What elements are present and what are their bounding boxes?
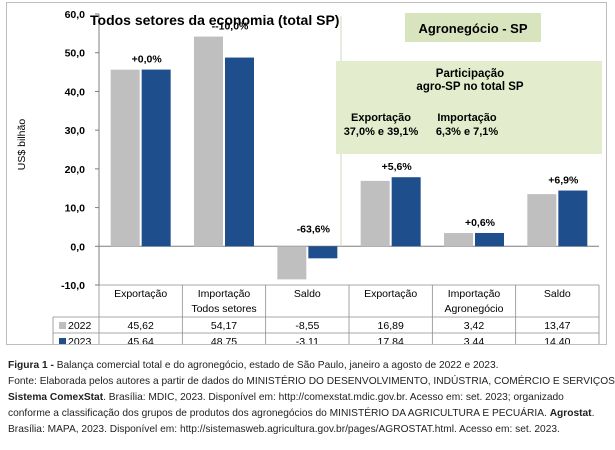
legend-label: 2022 [68, 320, 92, 332]
table-value: 3,44 [464, 336, 485, 344]
participation-box [336, 61, 602, 154]
participation-import-values: 6,3% e 7,1% [436, 126, 499, 138]
table-value: 45,62 [128, 320, 154, 332]
source-comexstat-detail: . Brasília: MDIC, 2023. Disponível em: h… [103, 392, 564, 403]
bar-2022 [277, 246, 307, 280]
category-label: Saldo [544, 288, 571, 300]
bar-2023 [225, 57, 254, 247]
y-tick-label: 60,0 [65, 9, 86, 21]
table-value: -8,55 [295, 320, 319, 332]
chart-title: Todos setores da economia (total SP) [90, 12, 339, 28]
source-agrostat-dot: . [591, 408, 595, 419]
bar-2022 [444, 233, 473, 247]
table-value: 45,64 [128, 336, 154, 344]
y-tick-label: 30,0 [65, 125, 86, 137]
bar-2023 [141, 69, 171, 247]
group-label: Agronegócio [445, 303, 504, 315]
figure-caption: Figura 1 - Balança comercial total e do … [8, 358, 615, 438]
category-label: Saldo [294, 288, 321, 300]
category-label: Importação [198, 288, 251, 300]
participation-title-1: Participação [436, 68, 504, 80]
bar-2022 [110, 69, 140, 247]
figure-title: Balança comercial total e do agronegócio… [53, 360, 499, 371]
bar-chart: 60,0 50,0 40,0 30,0 20,0 10,0 0,0 -10,0 US$ bilh… [16, 9, 602, 344]
bar-2023 [308, 246, 338, 259]
table-value: 48,75 [211, 336, 237, 344]
table-value: 3,42 [464, 320, 485, 332]
source-mapa: Brasília: MAPA, 2023. Disponível em: htt… [8, 424, 560, 435]
source-comexstat: Sistema ComexStat [8, 392, 104, 403]
y-axis-title: US$ bilhão [16, 119, 28, 171]
change-label: +0,0% [132, 54, 163, 66]
subtitle-label: Agronegócio - SP [418, 21, 527, 36]
change-label: +6,9% [548, 175, 579, 187]
participation-title-2: agro-SP no total SP [416, 81, 523, 93]
participation-export-title: Exportação [351, 112, 411, 124]
table-value: 13,47 [544, 320, 570, 332]
change-label: --10,0% [212, 21, 249, 33]
category-label: Exportação [364, 288, 417, 300]
y-tick-label: 0,0 [70, 241, 85, 253]
chart-frame: 60,0 50,0 40,0 30,0 20,0 10,0 0,0 -10,0 US$ bilh… [6, 2, 607, 345]
change-label: +5,6% [382, 161, 413, 173]
bar-2023 [391, 177, 421, 247]
category-label: Importação [448, 288, 501, 300]
figure-label: Figura 1 - [8, 360, 54, 371]
y-tick-label: 10,0 [65, 203, 86, 215]
bar-2022 [194, 36, 223, 247]
bar-2023 [475, 232, 504, 247]
subtitle-box [405, 13, 541, 42]
group-label: Todos setores [191, 303, 256, 315]
participation-import-title: Importação [437, 112, 497, 124]
bar-2022 [360, 180, 390, 247]
table-value: -3,11 [296, 336, 319, 344]
y-tick-label: 40,0 [65, 86, 86, 98]
category-label: Exportação [114, 288, 167, 300]
legend-swatch-2022 [59, 322, 66, 329]
y-tick-label: 20,0 [65, 164, 86, 176]
participation-export-values: 37,0% e 39,1% [344, 126, 419, 138]
table-value: 17,84 [378, 336, 404, 344]
change-label: -63,6% [297, 223, 331, 235]
table-value: 54,17 [211, 320, 237, 332]
y-tick-label: 50,0 [65, 48, 86, 60]
legend-label: 2023 [68, 336, 92, 344]
y-tick-label: -10,0 [61, 280, 85, 292]
table-value: 16,89 [378, 320, 404, 332]
source-agrostat: Agrostat [549, 408, 592, 419]
bar-2022 [527, 194, 557, 247]
table-value: 14,40 [544, 336, 570, 344]
change-label: +0,6% [465, 217, 496, 229]
source-line: Fonte: Elaborada pelos autores a partir … [8, 376, 615, 387]
source-classification: conforme a classificação dos grupos de p… [8, 408, 550, 419]
bar-2023 [558, 190, 588, 247]
legend-swatch-2023 [59, 338, 66, 344]
